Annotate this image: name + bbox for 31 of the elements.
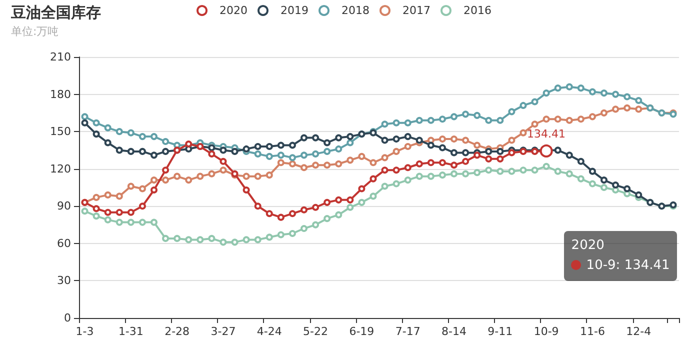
y-tick-label: 150 — [50, 125, 71, 138]
legend-label: 2017 — [402, 4, 430, 17]
x-tick-label: 1-31 — [118, 325, 144, 338]
legend-label: 2016 — [463, 4, 492, 17]
y-tick-label: 0 — [64, 312, 71, 324]
chart-title: 豆油全国库存 — [10, 4, 101, 22]
data-label: 134.41 — [527, 127, 566, 140]
x-tick-label: 3-27 — [210, 325, 236, 338]
legend-label: 2018 — [342, 4, 370, 17]
y-tick-label: 180 — [50, 88, 71, 101]
legend-label: 2020 — [220, 4, 248, 17]
y-tick-label: 120 — [50, 162, 71, 176]
x-tick-label: 1-3 — [76, 325, 94, 338]
x-tick-label: 8-14 — [442, 325, 466, 338]
y-tick-label: 30 — [57, 274, 71, 288]
legend-label: 2019 — [280, 4, 309, 17]
x-tick-label: 11-6 — [580, 325, 605, 338]
x-tick-label: 10-9 — [534, 325, 559, 338]
y-tick-label: 90 — [57, 200, 71, 213]
x-tick-label: 12-4 — [626, 325, 652, 338]
annotation: 2020 — [571, 238, 604, 253]
y-tick-label: 210 — [50, 50, 71, 64]
annotation: 10-9: 134.41 — [586, 258, 670, 273]
x-tick-label: 2-28 — [164, 325, 190, 338]
y-tick-label: 60 — [57, 236, 71, 250]
x-tick-label: 5-22 — [303, 325, 328, 338]
x-tick-label: 6-19 — [349, 325, 374, 338]
x-tick-label: 7-17 — [395, 325, 420, 338]
chart-subtitle: 单位:万吨 — [11, 25, 59, 38]
x-tick-label: 9-11 — [488, 325, 513, 338]
x-tick-label: 4-24 — [256, 325, 282, 338]
